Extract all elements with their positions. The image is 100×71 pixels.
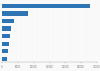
Bar <box>2 42 9 46</box>
Bar <box>2 49 8 53</box>
Bar <box>2 4 90 8</box>
Bar <box>2 19 14 23</box>
Bar <box>2 26 11 31</box>
Bar <box>2 57 7 61</box>
Bar <box>2 34 10 38</box>
Bar <box>2 11 28 16</box>
